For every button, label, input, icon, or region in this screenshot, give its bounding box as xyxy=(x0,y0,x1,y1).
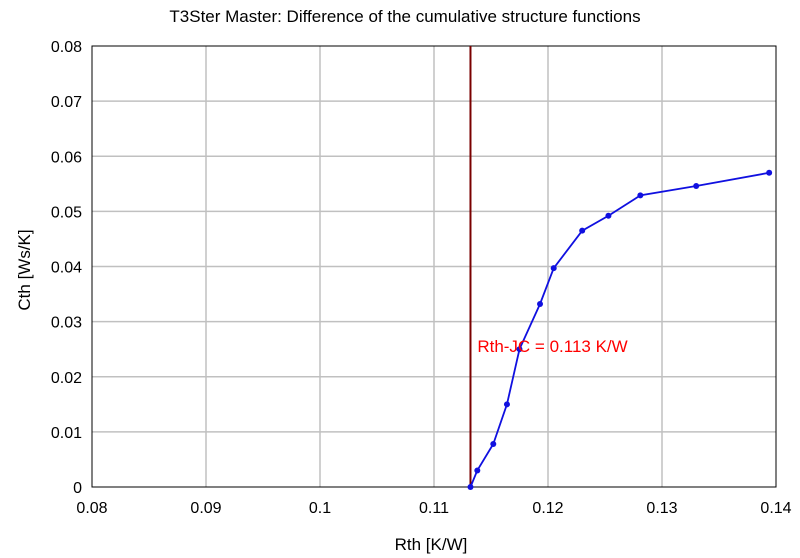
y-axis-ticks: 0 0.01 0.02 0.03 0.04 0.05 0.06 0.07 0.08 xyxy=(51,39,82,497)
x-tick-label: 0.14 xyxy=(760,500,791,517)
rth-jc-annotation: Rth-JC = 0.113 K/W xyxy=(477,337,627,356)
data-point xyxy=(579,227,586,234)
y-tick-label: 0.08 xyxy=(51,39,82,56)
y-tick-label: 0.01 xyxy=(51,425,82,442)
data-point xyxy=(605,212,612,219)
y-axis-label: Cth [Ws/K] xyxy=(15,229,34,310)
y-tick-label: 0.07 xyxy=(51,94,82,111)
x-tick-label: 0.1 xyxy=(309,500,331,517)
data-point xyxy=(474,467,481,474)
series-line xyxy=(469,171,770,488)
y-tick-label: 0.06 xyxy=(51,149,82,166)
y-tick-label: 0 xyxy=(73,480,82,497)
x-axis-label: Rth [K/W] xyxy=(395,535,468,554)
x-tick-label: 0.08 xyxy=(76,500,107,517)
data-point xyxy=(516,346,523,353)
x-tick-label: 0.13 xyxy=(646,500,677,517)
x-tick-label: 0.12 xyxy=(532,500,563,517)
y-tick-label: 0.02 xyxy=(51,370,82,387)
data-series xyxy=(467,169,773,490)
grid xyxy=(92,46,776,487)
plot-frame xyxy=(91,45,777,488)
y-tick-label: 0.03 xyxy=(51,315,82,332)
y-tick-label: 0.05 xyxy=(51,204,82,221)
data-point xyxy=(693,183,700,190)
x-tick-label: 0.11 xyxy=(419,500,449,517)
data-point xyxy=(766,169,773,176)
x-axis-ticks: 0.08 0.09 0.1 0.11 0.12 0.13 0.14 xyxy=(76,500,791,517)
y-tick-label: 0.04 xyxy=(51,260,82,277)
data-point xyxy=(537,300,544,307)
data-point xyxy=(637,192,644,199)
chart-title: T3Ster Master: Difference of the cumulat… xyxy=(169,7,640,26)
data-point xyxy=(503,401,510,408)
data-point xyxy=(490,441,497,448)
data-point xyxy=(550,265,557,272)
data-point xyxy=(467,484,474,490)
x-tick-label: 0.09 xyxy=(190,500,221,517)
